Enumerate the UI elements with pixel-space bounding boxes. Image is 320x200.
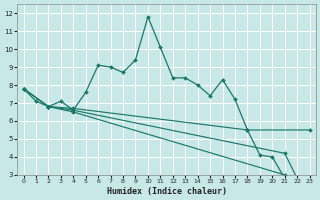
X-axis label: Humidex (Indice chaleur): Humidex (Indice chaleur): [107, 187, 227, 196]
